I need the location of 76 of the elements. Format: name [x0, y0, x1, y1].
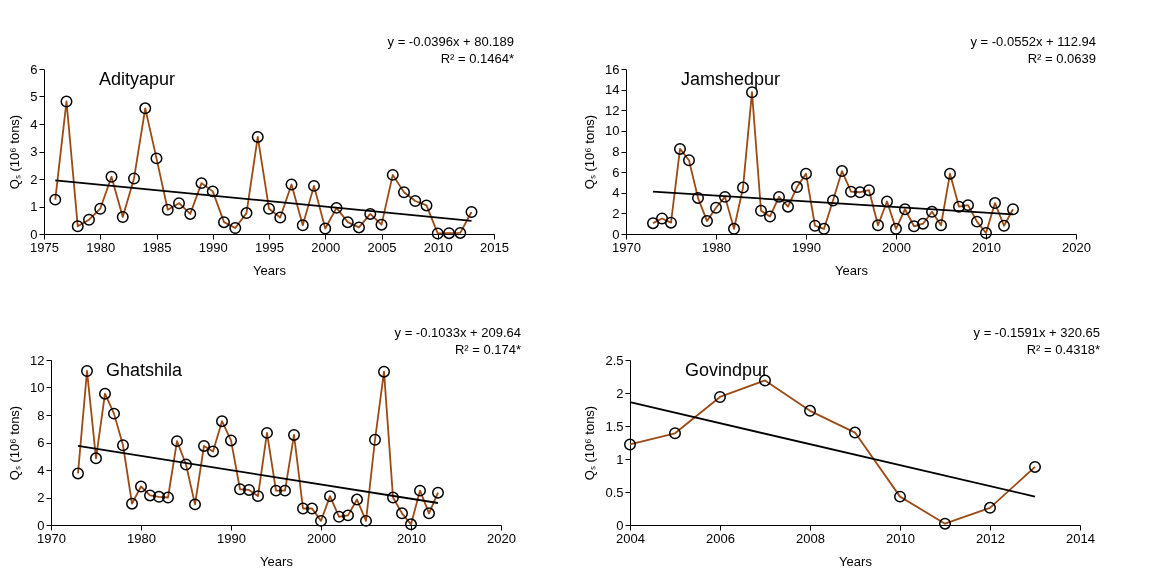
y-axis-title: Qₛ (10⁶ tons) — [7, 405, 23, 481]
y-tick-label: 1 — [30, 199, 38, 214]
y-tick-label: 5 — [30, 89, 38, 104]
y-tick-label: 2 — [30, 171, 38, 187]
y-tick-label: 2 — [612, 205, 620, 221]
y-tick-label: 2.5 — [605, 352, 624, 368]
y-tick-label: 0.5 — [605, 484, 624, 500]
x-tick-label: 1990 — [198, 239, 228, 255]
chart-title: Adityapur — [99, 69, 176, 89]
x-tick-label: 1995 — [255, 239, 284, 255]
x-tick-label: 1980 — [86, 239, 116, 255]
x-tick-label: 1975 — [30, 239, 59, 255]
x-axis-title: Years — [253, 262, 287, 278]
x-tick-label: 2010 — [423, 239, 453, 255]
y-tick-label: 8 — [37, 407, 45, 423]
y-tick-label: 2 — [616, 385, 624, 401]
x-tick-label: 2004 — [616, 530, 645, 546]
x-tick-label: 2010 — [886, 530, 915, 546]
x-tick-label: 2020 — [487, 530, 516, 546]
text: R² = 0.4318* — [1026, 342, 1100, 357]
x-tick-label: 2000 — [307, 530, 336, 546]
text: y = -0.1033x + 209.64 — [394, 325, 521, 340]
y-tick-label: 1.5 — [605, 418, 624, 434]
y-tick-label: 3 — [30, 144, 38, 159]
x-tick-label: 2000 — [311, 239, 341, 255]
y-axis-title: Qₛ (10⁶ tons) — [582, 405, 598, 481]
x-tick-label: 2012 — [976, 530, 1005, 546]
x-tick-label: 2010 — [972, 239, 1001, 255]
text: y = -0.1591x + 320.65 — [973, 325, 1100, 340]
x-tick-label: 2020 — [1062, 239, 1091, 255]
y-tick-label: 10 — [605, 123, 620, 139]
x-tick-label: 1970 — [612, 239, 641, 255]
x-tick-label: 2006 — [706, 530, 735, 546]
y-tick-label: 6 — [612, 164, 620, 180]
y-tick-label: 12 — [605, 102, 620, 118]
y-tick-label: 0 — [30, 226, 38, 242]
text: y = -0.0396x + 80.189 — [387, 34, 514, 49]
x-tick-label: 1980 — [702, 239, 731, 255]
x-tick-label: 1970 — [37, 530, 66, 546]
y-tick-label: 16 — [605, 61, 620, 77]
x-tick-label: 1990 — [792, 239, 821, 255]
chart-title: Ghatshila — [106, 360, 184, 380]
text: R² = 0.0639 — [1027, 51, 1096, 66]
y-tick-label: 10 — [30, 380, 45, 395]
y-tick-label: 12 — [30, 352, 45, 368]
y-tick-label: 0 — [612, 226, 620, 242]
y-tick-label: 4 — [37, 462, 45, 478]
x-axis-title: Years — [835, 262, 869, 278]
x-tick-label: 2000 — [882, 239, 911, 255]
x-tick-label: 2008 — [796, 530, 825, 546]
chart-title: Govindpur — [685, 360, 769, 380]
x-tick-label: 1980 — [127, 530, 156, 546]
x-tick-label: 1985 — [142, 239, 172, 255]
y-tick-label: 14 — [605, 82, 620, 98]
y-tick-label: 6 — [30, 61, 38, 77]
x-tick-label: 2015 — [480, 239, 509, 255]
x-tick-label: 2005 — [367, 239, 397, 255]
y-tick-label: 0 — [37, 517, 45, 533]
y-tick-label: 4 — [30, 116, 38, 132]
y-tick-label: 8 — [612, 144, 620, 159]
x-axis-title: Years — [260, 553, 294, 569]
text: R² = 0.1464* — [440, 51, 514, 66]
y-tick-label: 1 — [616, 451, 624, 467]
x-tick-label: 2010 — [397, 530, 426, 546]
y-tick-label: 0 — [616, 517, 624, 533]
y-tick-label: 6 — [37, 435, 45, 450]
y-tick-label: 2 — [37, 490, 45, 505]
y-axis-title: Qₛ (10⁶ tons) — [7, 114, 23, 190]
chart-title: Jamshedpur — [681, 69, 781, 89]
text: y = -0.0552x + 112.94 — [970, 34, 1096, 49]
text: R² = 0.174* — [454, 342, 521, 357]
y-axis-title: Qₛ (10⁶ tons) — [582, 114, 598, 190]
x-tick-label: 1990 — [217, 530, 246, 546]
y-tick-label: 4 — [612, 185, 620, 201]
x-axis-title: Years — [839, 553, 873, 569]
x-tick-label: 2014 — [1066, 530, 1095, 546]
